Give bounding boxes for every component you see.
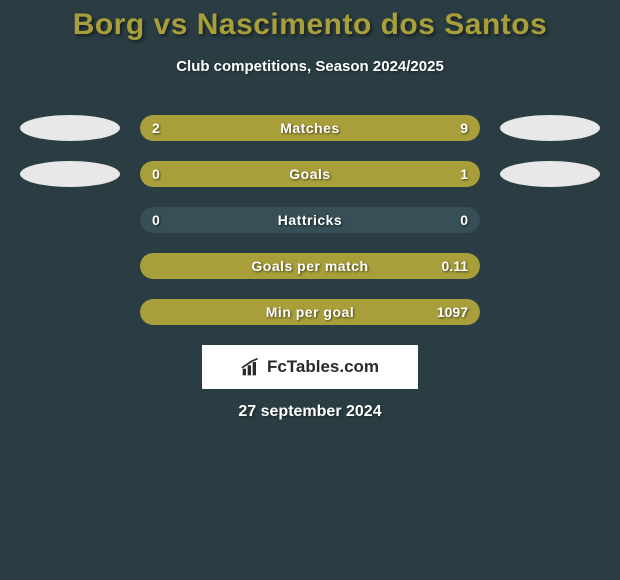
stat-bar: Min per goal1097 (140, 299, 480, 325)
stats-container: 2Matches90Goals10Hattricks0Goals per mat… (0, 115, 620, 325)
stat-value-right: 9 (460, 115, 468, 141)
avatar-spacer (20, 299, 120, 325)
brand-logo[interactable]: FcTables.com (202, 345, 418, 389)
stat-row: Goals per match0.11 (0, 253, 620, 279)
avatar-spacer (500, 253, 600, 279)
stat-bar: 0Hattricks0 (140, 207, 480, 233)
stat-label: Hattricks (140, 207, 480, 233)
comparison-widget: Borg vs Nascimento dos Santos Club compe… (0, 0, 620, 421)
stat-row: Min per goal1097 (0, 299, 620, 325)
brand-text: FcTables.com (267, 357, 379, 377)
stat-value-right: 0.11 (442, 253, 468, 279)
player-avatar-right (500, 115, 600, 141)
stat-value-right: 1 (460, 161, 468, 187)
date-label: 27 september 2024 (0, 403, 620, 421)
stat-bar: 2Matches9 (140, 115, 480, 141)
avatar-spacer (500, 207, 600, 233)
player-avatar-left (20, 115, 120, 141)
bar-chart-icon (241, 357, 261, 377)
stat-label: Min per goal (140, 299, 480, 325)
stat-row: 0Goals1 (0, 161, 620, 187)
stat-label: Goals (140, 161, 480, 187)
stat-value-right: 1097 (437, 299, 468, 325)
player-avatar-right (500, 161, 600, 187)
stat-row: 2Matches9 (0, 115, 620, 141)
subtitle: Club competitions, Season 2024/2025 (0, 58, 620, 75)
player-avatar-left (20, 161, 120, 187)
stat-label: Goals per match (140, 253, 480, 279)
avatar-spacer (500, 299, 600, 325)
avatar-spacer (20, 207, 120, 233)
avatar-spacer (20, 253, 120, 279)
stat-bar: Goals per match0.11 (140, 253, 480, 279)
stat-bar: 0Goals1 (140, 161, 480, 187)
stat-row: 0Hattricks0 (0, 207, 620, 233)
page-title: Borg vs Nascimento dos Santos (0, 8, 620, 42)
stat-value-right: 0 (460, 207, 468, 233)
stat-label: Matches (140, 115, 480, 141)
